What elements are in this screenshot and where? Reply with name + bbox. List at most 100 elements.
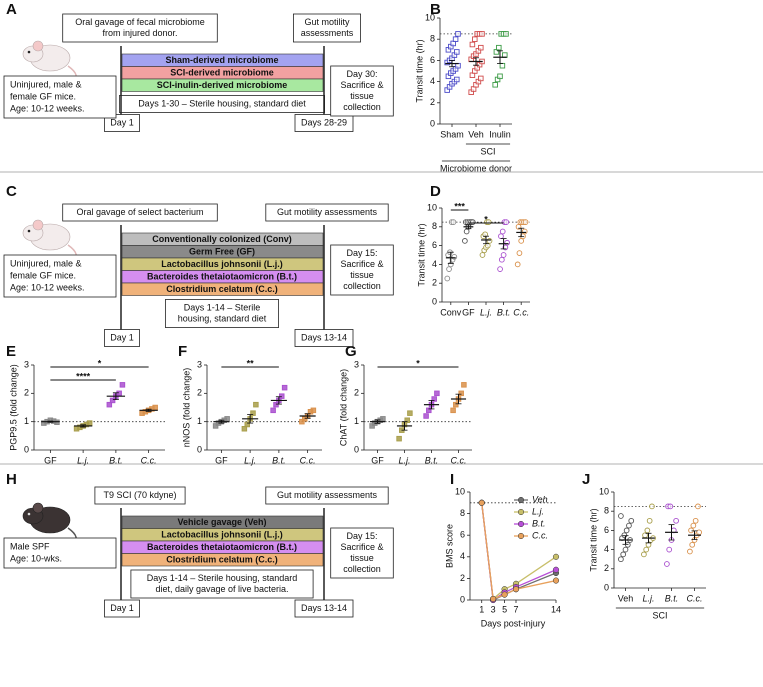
data-point <box>649 503 655 510</box>
top-right-text: Gut motility <box>304 17 350 27</box>
data-point <box>453 401 459 408</box>
data-point <box>250 410 256 416</box>
housing-box <box>164 299 279 328</box>
y-tick-label: 0 <box>430 118 435 128</box>
panel-label: F <box>178 343 187 360</box>
top-left-box <box>62 203 218 222</box>
final-box <box>330 527 394 579</box>
data-point <box>666 546 673 553</box>
y-axis-label: Transit time (hr) <box>416 223 426 286</box>
group-bar-label: Lactobacillus johnsonii (L.j.) <box>161 530 283 540</box>
data-point <box>618 556 624 563</box>
data-point <box>490 595 497 602</box>
x-tick-label: 14 <box>551 604 561 614</box>
data-point <box>273 401 279 408</box>
y-tick-label: 8 <box>432 221 437 231</box>
data-point <box>497 266 503 272</box>
final-box <box>330 65 394 117</box>
y-tick-label: 2 <box>197 388 202 398</box>
x-tick-label: Veh <box>618 593 634 603</box>
housing-text: diet, daily gavage of live bacteria. <box>155 584 288 594</box>
data-point <box>522 219 529 225</box>
top-right-text: Gut motility assessments <box>277 490 378 500</box>
y-tick-label: 2 <box>604 563 609 573</box>
data-point <box>498 233 504 240</box>
top-right-text: Gut motility assessments <box>277 207 378 217</box>
data-point <box>644 527 651 534</box>
x-tick-label: C.c. <box>141 455 157 465</box>
top-left-text: Oral gavage of select bacterium <box>76 207 203 217</box>
final-text: tissue <box>350 270 374 280</box>
data-point <box>469 41 476 48</box>
x-tick-label: L.j. <box>398 455 410 465</box>
mouse-ear <box>32 502 44 514</box>
legend-label: Veh <box>532 494 548 504</box>
final-text: Day 15: <box>346 248 377 258</box>
data-point <box>695 503 701 510</box>
x-tick-label: GF <box>215 455 228 465</box>
data-point <box>451 254 458 260</box>
data-point <box>241 426 248 432</box>
data-point <box>434 390 440 397</box>
data-point <box>514 261 521 268</box>
housing-text: housing, standard diet <box>178 313 267 323</box>
y-axis-label: Transit time (hr) <box>414 39 424 102</box>
panel-label: J <box>582 471 590 488</box>
x-tick-label: C.c. <box>450 455 466 465</box>
housing-box <box>130 569 314 599</box>
x-tick-label: L.j. <box>480 307 492 317</box>
start-box <box>104 599 140 618</box>
group-bar-label: Bacteroides thetaiotaomicron (B.t.) <box>147 542 297 552</box>
y-tick-label: 2 <box>432 278 437 288</box>
final-text: Sacrifice & <box>340 80 383 90</box>
y-tick-label: 0 <box>24 444 29 454</box>
data-point <box>458 390 464 397</box>
data-point <box>431 396 437 402</box>
panel-label: A <box>6 1 17 18</box>
end-box <box>294 329 354 347</box>
data-point <box>279 393 285 399</box>
data-point <box>689 541 696 548</box>
mouse-eye <box>27 50 31 54</box>
y-tick-label: 8 <box>460 508 465 518</box>
mouse-eye <box>27 512 31 516</box>
group-bar-label: SCI-derived microbiome <box>170 68 274 78</box>
y-tick-label: 1 <box>24 416 29 426</box>
data-point <box>86 420 93 426</box>
y-tick-label: 0 <box>460 594 465 604</box>
data-point <box>499 62 506 69</box>
data-point <box>667 503 674 510</box>
mouse-box-text: female GF mice. <box>10 270 76 280</box>
end-box <box>294 114 354 132</box>
data-point <box>482 231 488 238</box>
mouse-box-text: Uninjured, male & <box>10 79 82 89</box>
y-tick-label: 6 <box>432 240 437 250</box>
final-box <box>330 244 394 296</box>
x-tick-label: C.c. <box>513 307 529 317</box>
legend-marker <box>517 520 525 528</box>
data-point <box>152 404 158 411</box>
mouse-box-text: Age: 10-12 weeks. <box>10 282 85 292</box>
data-point <box>516 250 523 256</box>
x-tick-label: 7 <box>513 604 518 614</box>
data-point <box>499 228 506 235</box>
significance-label: **** <box>76 371 91 381</box>
y-tick-label: 4 <box>432 259 437 269</box>
y-tick-label: 10 <box>425 12 435 22</box>
panel-label: G <box>345 343 357 360</box>
data-point <box>492 82 498 88</box>
data-point <box>270 407 276 414</box>
y-tick-label: 10 <box>599 486 609 496</box>
data-point <box>462 238 468 244</box>
mouse-box-text: Age: 10-wks. <box>10 553 62 563</box>
mouse-box <box>3 254 117 298</box>
data-point <box>643 546 650 553</box>
data-point <box>380 416 386 422</box>
data-point <box>646 517 653 524</box>
data-point <box>446 266 452 272</box>
x-tick-label: Sham <box>440 129 464 139</box>
data-point <box>484 242 491 249</box>
y-tick-label: 0 <box>354 444 359 454</box>
group-bar-label: Lactobacillus johnsonii (L.j.) <box>161 259 283 269</box>
data-point <box>518 238 525 244</box>
